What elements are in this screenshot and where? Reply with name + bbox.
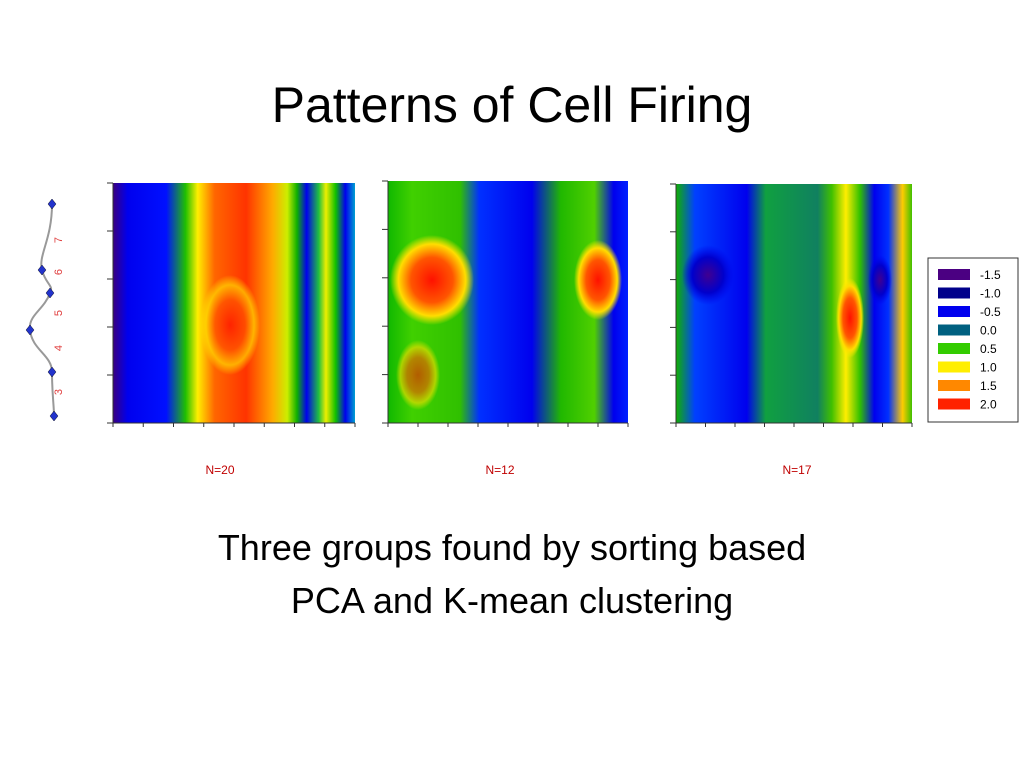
panel-label: N=17	[782, 463, 811, 477]
legend-swatch	[938, 306, 970, 317]
legend-label: 0.5	[980, 342, 997, 356]
side-label: 4	[53, 345, 65, 351]
legend-swatch	[938, 343, 970, 354]
side-label: 3	[53, 389, 65, 395]
legend-label: -0.5	[980, 305, 1001, 319]
axis-ticks	[107, 180, 913, 427]
side-label: 6	[53, 269, 65, 275]
panel-label: N=20	[205, 463, 234, 477]
contour-panel	[676, 184, 912, 423]
legend-swatch	[938, 398, 970, 410]
legend-label: 1.5	[980, 379, 997, 393]
caption-line: Three groups found by sorting based	[218, 527, 806, 568]
legend-swatch	[938, 324, 970, 336]
side-label: 7	[53, 237, 65, 243]
legend-swatch	[938, 380, 970, 391]
legend-label: 0.0	[980, 324, 997, 338]
slide-title: Patterns of Cell Firing	[272, 77, 753, 133]
caption-line: PCA and K-mean clustering	[291, 580, 733, 621]
legend-label: 2.0	[980, 398, 997, 412]
legend-swatch	[938, 287, 970, 299]
legend-label: -1.0	[980, 287, 1001, 301]
panel-label: N=12	[485, 463, 514, 477]
contour-panel	[113, 183, 355, 423]
legend-swatch	[938, 269, 970, 280]
legend-label: 1.0	[980, 361, 997, 375]
contour-panel	[388, 181, 628, 423]
side-label: 5	[53, 310, 65, 316]
legend-swatch	[938, 361, 970, 373]
side-strip	[25, 198, 59, 422]
legend-box	[927, 257, 1019, 423]
legend-label: -1.5	[980, 268, 1001, 282]
